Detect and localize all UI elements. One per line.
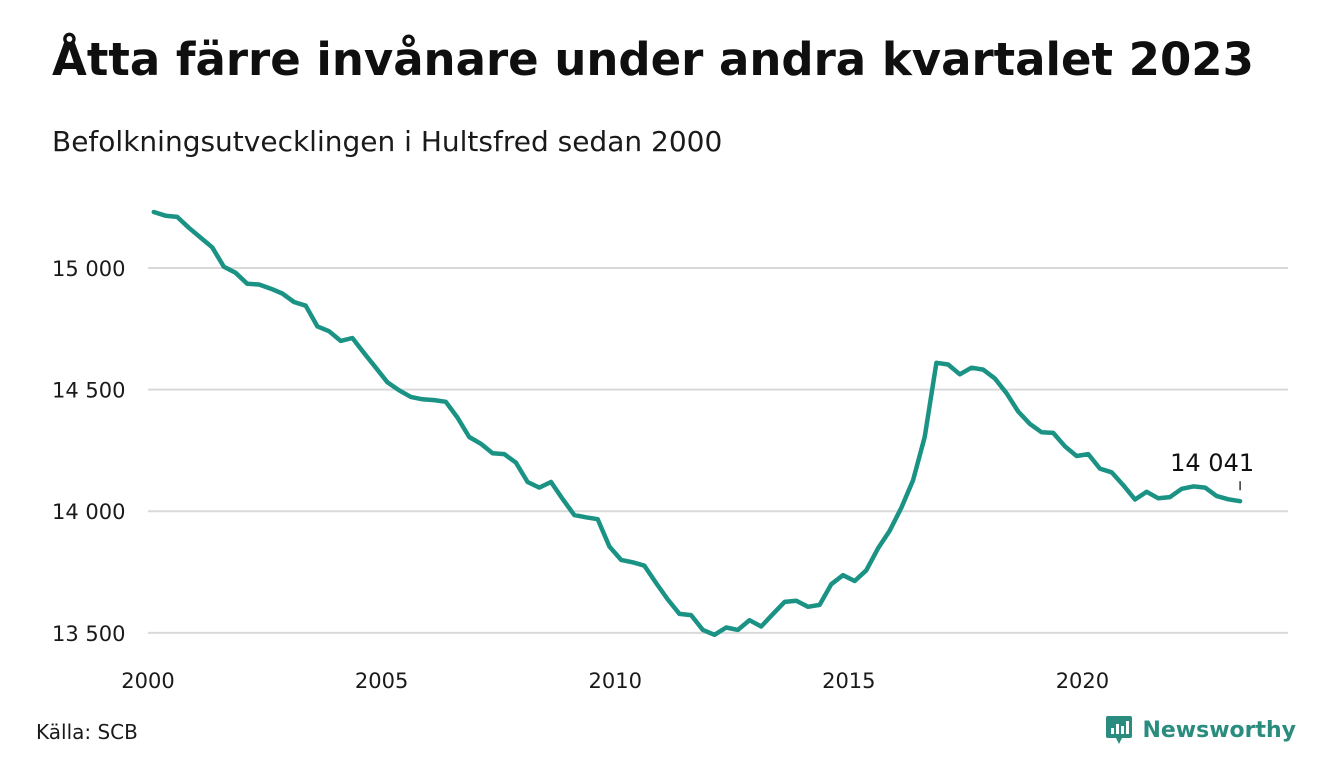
annotation-layer: 14 041 bbox=[1170, 449, 1254, 491]
y-tick-label: 14 500 bbox=[52, 379, 125, 403]
chart-subtitle: Befolkningsutvecklingen i Hultsfred seda… bbox=[52, 125, 723, 158]
annotation-label: 14 041 bbox=[1170, 449, 1254, 477]
y-axis-tick-labels: 13 500 14 000 14 500 15 000 bbox=[52, 257, 125, 646]
x-tick-label: 2015 bbox=[822, 669, 875, 693]
x-tick-label: 2000 bbox=[121, 669, 174, 693]
brand-name: Newsworthy bbox=[1142, 717, 1296, 743]
series-line bbox=[151, 209, 1243, 638]
y-tick-label: 14 000 bbox=[52, 500, 125, 524]
x-axis-tick-labels: 2000 2005 2010 2015 2020 bbox=[121, 669, 1109, 693]
gridlines bbox=[148, 266, 1288, 634]
y-tick-label: 13 500 bbox=[52, 622, 125, 646]
x-tick-label: 2020 bbox=[1056, 669, 1109, 693]
newsworthy-logo-icon bbox=[1106, 716, 1133, 744]
series-layer bbox=[151, 209, 1243, 638]
x-tick-label: 2010 bbox=[588, 669, 641, 693]
source-note: Källa: SCB bbox=[36, 720, 138, 744]
brand-logo[interactable]: Newsworthy bbox=[1104, 714, 1296, 746]
chart-title: Åtta färre invånare under andra kvartale… bbox=[52, 33, 1254, 86]
x-tick-label: 2005 bbox=[355, 669, 408, 693]
y-tick-label: 15 000 bbox=[52, 257, 125, 281]
